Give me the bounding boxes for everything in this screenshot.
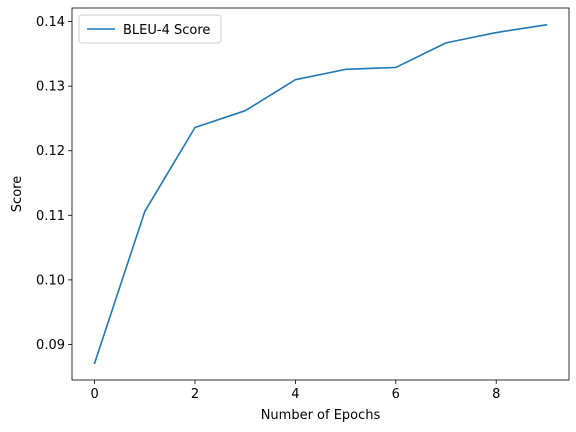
series-line-bleu-4 (93, 23, 548, 365)
x-axis-ticks: 0 2 4 6 8 (90, 380, 500, 402)
y-tick-label: 0.14 (36, 15, 65, 30)
legend-label: BLEU-4 Score (123, 23, 210, 38)
y-tick-label: 0.11 (36, 209, 65, 224)
x-axis-label: Number of Epochs (261, 408, 381, 423)
legend-box (78, 14, 222, 44)
plot-frame (71, 7, 570, 381)
y-tick-label: 0.12 (36, 144, 65, 159)
x-tick-label: 8 (492, 387, 500, 402)
y-tick-label: 0.10 (36, 273, 65, 288)
series-layer (93, 23, 548, 365)
y-tick-label: 0.09 (36, 338, 65, 353)
x-tick-label: 4 (291, 387, 299, 402)
legend: BLEU-4 Score (78, 14, 222, 44)
plot-area (72, 8, 569, 380)
x-tick-label: 2 (191, 387, 199, 402)
y-tick-label: 0.13 (36, 80, 65, 95)
x-tick-label: 0 (90, 387, 98, 402)
x-tick-label: 6 (392, 387, 400, 402)
y-axis-label: Score (10, 176, 25, 212)
y-axis-ticks: 0.09 0.10 0.11 0.12 0.13 0.14 (36, 15, 72, 353)
